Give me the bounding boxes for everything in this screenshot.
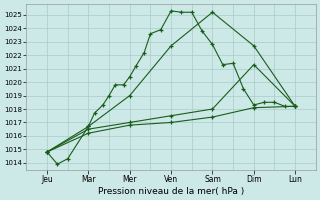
X-axis label: Pression niveau de la mer( hPa ): Pression niveau de la mer( hPa ): [98, 187, 244, 196]
